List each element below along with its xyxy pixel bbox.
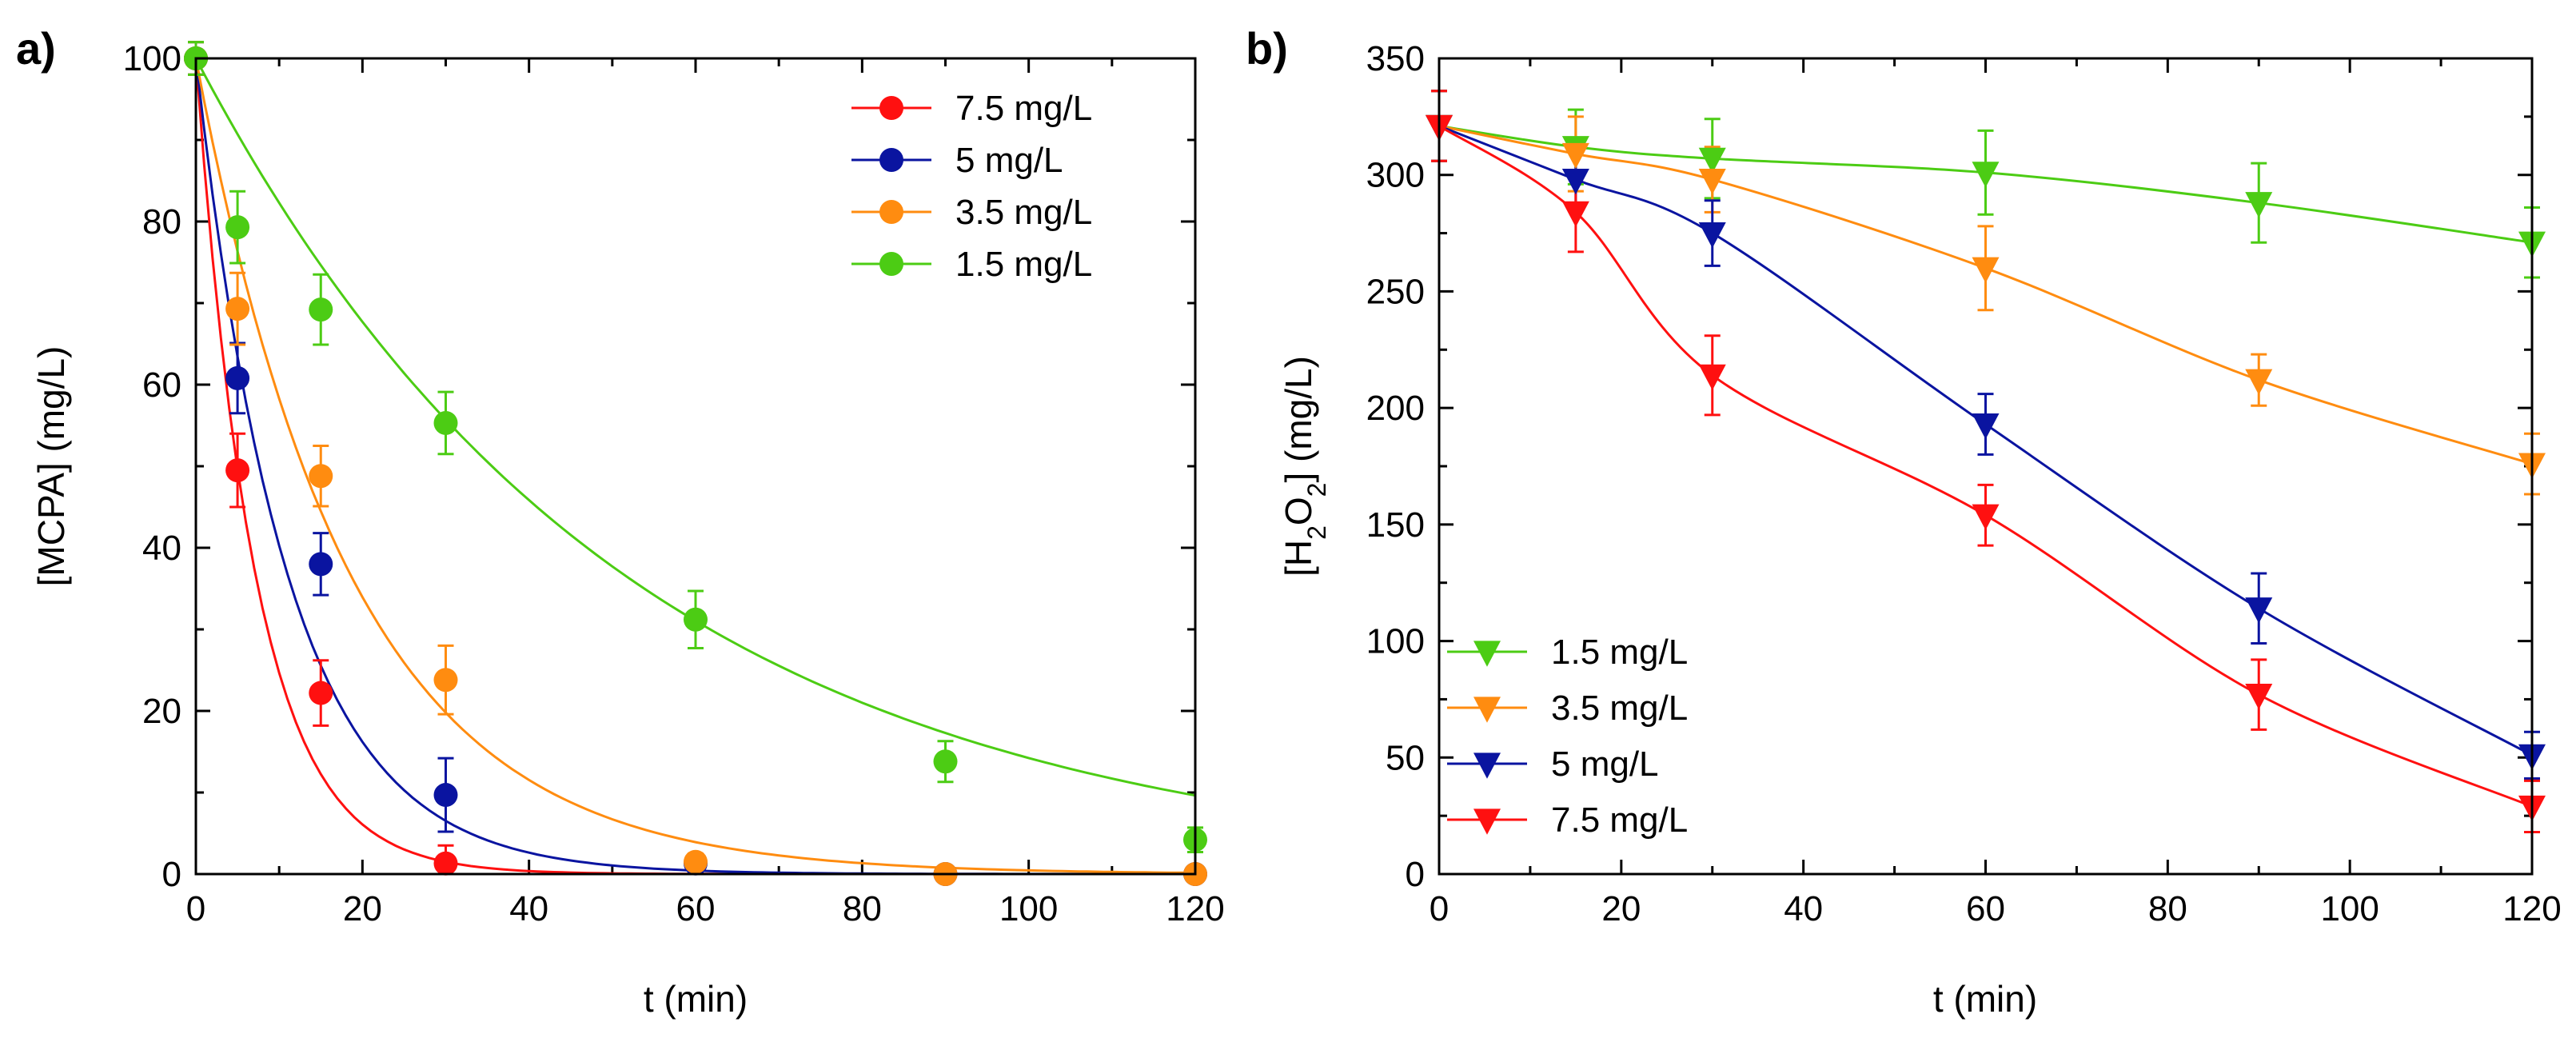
panel-a-data-point <box>684 607 708 632</box>
panel-b-frame <box>1438 57 2534 876</box>
panel-a-fit-line <box>196 58 1195 874</box>
panel-a-data-point <box>433 410 458 435</box>
panel-b-data-point <box>1561 201 1589 228</box>
panel-b-label: b) <box>1246 23 1288 74</box>
panel-a-y-tick-label: 0 <box>162 855 181 894</box>
panel-b-data-point <box>1561 168 1589 195</box>
panel-b-y-tick-label: 300 <box>1366 156 1425 195</box>
panel-b-data-point <box>1698 168 1726 195</box>
panel-a-fit-curves <box>196 58 1195 874</box>
panel-b-legend-marker <box>1473 641 1501 667</box>
panel-a-y-tick-label: 20 <box>142 692 181 731</box>
panel-a-x-tick-label: 40 <box>509 889 548 928</box>
panel-a-x-tick-label: 120 <box>1166 889 1224 928</box>
panel-a-legend: 7.5 mg/L 5 mg/L 3.5 mg/L 1.5 mg/L <box>851 89 1092 284</box>
panel-a-x-tick-label: 80 <box>843 889 882 928</box>
panel-a-x-axis-title: t (min) <box>644 978 748 1020</box>
ylabel-sub2: 2 <box>1302 483 1331 497</box>
ylabel-pre: [H <box>1278 540 1319 577</box>
panel-a: a) 0 20 40 60 80 100 120 0 20 40 60 80 100 t (min) [… <box>16 23 1225 1020</box>
panel-a-data-point <box>225 297 250 321</box>
panel-b-x-tick-label: 20 <box>1601 889 1641 928</box>
panel-b-y-axis-title: [H2O2] (mg/L) <box>1278 356 1331 577</box>
panel-a-data-point <box>225 215 250 240</box>
panel-a-legend-label: 7.5 mg/L <box>955 89 1092 128</box>
panel-b-legend-marker <box>1473 753 1501 779</box>
panel-a-legend-label: 5 mg/L <box>955 141 1063 180</box>
panel-b-data-point <box>1698 147 1726 174</box>
panel-a-label: a) <box>16 23 56 74</box>
panel-b-ticks: 0 20 40 60 80 100 120 0 50 100 150 200 250 300 350 <box>1366 39 2562 928</box>
panel-b-data-point <box>1972 413 2000 440</box>
panel-a-data-point <box>225 458 250 483</box>
panel-a-frame <box>194 57 1197 876</box>
panel-a-data-point <box>309 464 333 489</box>
panel-b-x-tick-label: 40 <box>1784 889 1823 928</box>
panel-a-data-point <box>309 297 333 322</box>
panel-b-legend-label: 1.5 mg/L <box>1551 633 1688 672</box>
ylabel-mid: O <box>1278 497 1319 525</box>
panel-a-y-tick-label: 40 <box>142 529 181 568</box>
panel-b-data-point <box>2245 192 2273 218</box>
panel-b-x-tick-label: 0 <box>1430 889 1449 928</box>
panel-a-x-tick-label: 60 <box>676 889 716 928</box>
panel-b-data-point <box>1698 364 1726 391</box>
ylabel-post: ] (mg/L) <box>1278 356 1319 482</box>
panel-a-data-point <box>225 365 250 390</box>
panel-b: b) 0 20 40 60 80 100 120050100150200250300350 … <box>1246 23 2562 1020</box>
panel-a-x-tick-label: 20 <box>343 889 382 928</box>
panel-b-y-tick-label: 0 <box>1406 855 1425 894</box>
panel-a-data-point <box>433 668 458 693</box>
panel-b-data-point <box>1561 142 1589 170</box>
panel-b-x-tick-label: 100 <box>2320 889 2379 928</box>
panel-a-y-tick-label: 80 <box>142 202 181 242</box>
panel-b-data-point <box>2245 597 2273 624</box>
panel-b-data-point <box>1972 162 2000 188</box>
panel-a-legend-marker <box>879 200 903 224</box>
panel-b-legend-label: 7.5 mg/L <box>1551 800 1688 840</box>
panel-a-ticks: 0 20 40 60 80 100 120 0 20 40 60 80 100 <box>123 39 1225 928</box>
panel-a-x-tick-label: 100 <box>999 889 1058 928</box>
panel-b-data-point <box>1698 222 1726 249</box>
panel-b-y-tick-label: 50 <box>1386 738 1425 777</box>
panel-b-legend: 1.5 mg/L 3.5 mg/L 5 mg/L 7.5 mg/L <box>1447 633 1688 840</box>
panel-a-legend-label: 3.5 mg/L <box>955 193 1092 232</box>
panel-b-x-tick-label: 60 <box>1966 889 2005 928</box>
panel-a-y-tick-label: 100 <box>123 39 181 78</box>
panel-a-legend-label: 1.5 mg/L <box>955 245 1092 284</box>
panel-b-legend-label: 5 mg/L <box>1551 745 1659 784</box>
panel-b-y-tick-label: 250 <box>1366 272 1425 311</box>
panel-b-data-point <box>2245 684 2273 710</box>
panel-b-y-tick-label: 100 <box>1366 622 1425 661</box>
panel-a-data-point <box>933 749 958 774</box>
panel-b-legend-label: 3.5 mg/L <box>1551 689 1688 728</box>
panel-a-data-point <box>309 681 333 705</box>
panel-b-data-point <box>2245 369 2273 395</box>
panel-b-y-tick-label: 350 <box>1366 39 1425 78</box>
panel-a-legend-marker <box>879 96 903 120</box>
panel-a-legend-marker <box>879 148 903 172</box>
panel-a-data-point <box>433 851 458 876</box>
panel-a-legend-marker <box>879 252 903 276</box>
panel-b-legend-marker <box>1473 808 1501 835</box>
panel-b-x-tick-label: 120 <box>2502 889 2561 928</box>
panel-b-x-axis-title: t (min) <box>1933 978 2037 1020</box>
ylabel-sub1: 2 <box>1302 525 1331 540</box>
panel-a-data-point <box>433 783 458 808</box>
panel-b-y-tick-label: 150 <box>1366 505 1425 545</box>
panel-a-fit-line <box>196 58 1195 874</box>
panel-a-y-tick-label: 60 <box>142 365 181 405</box>
panel-a-fit-line <box>196 58 1195 874</box>
panel-a-data-point <box>309 552 333 577</box>
panel-b-y-tick-label: 200 <box>1366 389 1425 428</box>
panel-b-legend-marker <box>1473 697 1501 723</box>
panel-a-y-axis-title: [MCPA] (mg/L) <box>30 346 72 587</box>
panel-b-x-tick-label: 80 <box>2148 889 2187 928</box>
panel-a-data-point <box>684 849 708 874</box>
panel-b-data-point <box>1972 257 2000 283</box>
panel-b-data-point <box>1972 504 2000 530</box>
panel-a-x-tick-label: 0 <box>186 889 205 928</box>
